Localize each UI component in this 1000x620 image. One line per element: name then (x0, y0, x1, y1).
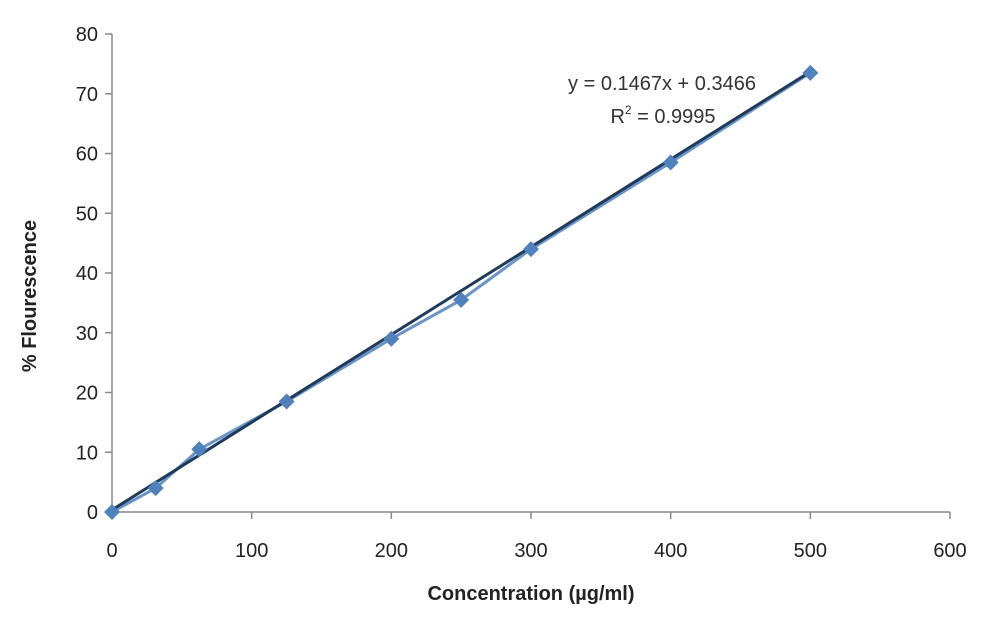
x-tick-label: 100 (235, 540, 268, 562)
x-tick-label: 0 (106, 540, 117, 562)
data-point (278, 393, 295, 410)
x-tick-label: 400 (654, 540, 687, 562)
markers-layer (104, 64, 819, 520)
data-point (383, 330, 400, 347)
x-axis-title: Concentration (µg/ml) (427, 583, 634, 605)
trendline-equation: y = 0.1467x + 0.3466 (568, 73, 756, 95)
x-tick-label: 200 (375, 540, 408, 562)
data-point (802, 64, 819, 81)
data-point (191, 441, 208, 458)
y-tick-label: 30 (76, 323, 98, 345)
data-point (104, 504, 120, 520)
data-point (523, 241, 539, 258)
r-squared-value: = 0.9995 (632, 106, 716, 128)
y-tick-label: 0 (87, 502, 98, 524)
y-axis-title: % Flourescence (19, 220, 41, 372)
x-tick-label: 300 (514, 540, 547, 562)
y-tick-label: 40 (76, 263, 98, 285)
y-tick-label: 50 (76, 203, 98, 225)
data-point (147, 480, 164, 497)
y-tick-label: 60 (76, 144, 98, 166)
y-tick-label: 80 (76, 24, 98, 46)
data-point (662, 154, 679, 171)
y-tick-label: 70 (76, 84, 98, 106)
x-tick-label: 600 (933, 540, 966, 562)
r-squared-prefix: R (610, 106, 624, 128)
y-tick-label: 20 (76, 383, 98, 405)
trendline (111, 70, 812, 512)
axes (111, 34, 950, 513)
ticks: 0 10 20 30 40 50 60 70 80 0 100 200 300 400 500 600 (76, 24, 967, 562)
y-tick-label: 10 (76, 442, 98, 464)
r-squared-label: R2 = 0.9995 (610, 103, 715, 128)
trend-layer (111, 70, 812, 512)
r-squared-superscript: 2 (625, 103, 632, 117)
data-point (453, 291, 470, 308)
x-tick-label: 500 (794, 540, 827, 562)
